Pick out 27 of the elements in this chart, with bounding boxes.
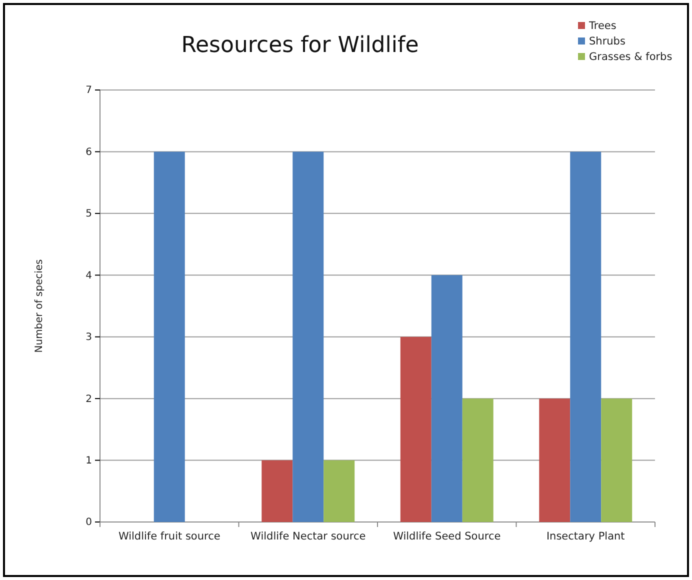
y-tick-label: 7 [86, 85, 92, 96]
bar [462, 398, 494, 522]
legend-label: Shrubs [589, 36, 626, 48]
x-tick-label: Insectary Plant [546, 530, 625, 542]
bar [570, 152, 602, 522]
legend-label: Trees [588, 20, 616, 32]
y-tick-label: 0 [86, 517, 92, 528]
x-tick-label: Wildlife Nectar source [250, 530, 366, 542]
chart-title: Resources for Wildlife [181, 33, 419, 58]
bar [154, 152, 185, 522]
y-axis-title: Number of species [34, 259, 45, 353]
bar [262, 460, 293, 522]
bar [292, 152, 324, 522]
bar [539, 398, 570, 522]
x-tick-label: Wildlife Seed Source [393, 530, 501, 542]
legend-label: Grasses & forbs [589, 51, 672, 63]
y-tick-label: 1 [86, 455, 92, 466]
y-tick-label: 5 [86, 208, 92, 220]
y-tick-label: 3 [86, 332, 92, 344]
bar [400, 336, 432, 522]
bar [324, 460, 355, 522]
x-tick-label: Wildlife fruit source [118, 530, 220, 542]
y-tick-label: 2 [86, 394, 92, 405]
bar [431, 275, 462, 522]
y-tick-label: 4 [86, 270, 92, 282]
y-tick-label: 6 [86, 146, 92, 158]
bar [601, 398, 632, 522]
